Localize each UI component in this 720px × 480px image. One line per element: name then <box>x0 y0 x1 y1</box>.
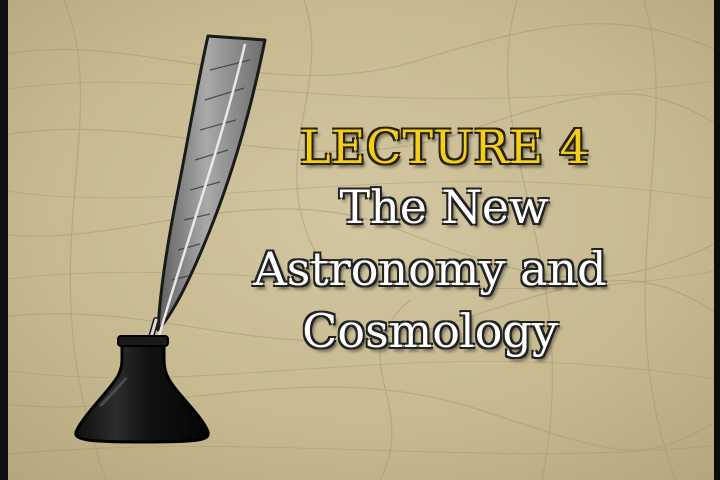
quill-and-inkwell-icon <box>74 34 267 444</box>
title-line-3: Cosmology <box>302 304 558 358</box>
lecture-number-label: LECTURE 4 <box>300 120 590 174</box>
left-frame-edge <box>0 0 8 480</box>
slide-title-block: LECTURE 4 The New Astronomy and Cosmolog… <box>200 118 660 362</box>
right-frame-edge <box>714 0 720 480</box>
title-line-2: Astronomy and <box>253 242 607 296</box>
title-line-1: The New <box>339 180 549 234</box>
